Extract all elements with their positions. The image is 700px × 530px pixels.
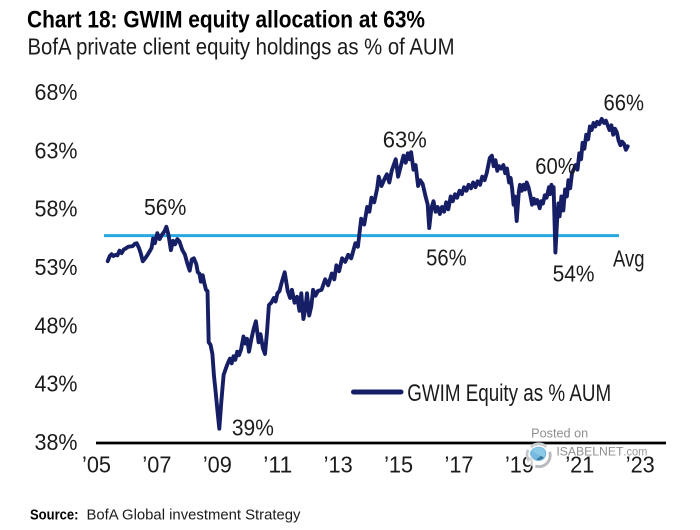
- svg-text:43%: 43%: [35, 371, 78, 397]
- svg-text:’21: ’21: [565, 452, 594, 478]
- svg-text:’05: ’05: [82, 452, 111, 478]
- svg-text:Posted on: Posted on: [531, 426, 588, 440]
- svg-text:56%: 56%: [144, 194, 187, 220]
- svg-text:Chart 18: GWIM equity allocati: Chart 18: GWIM equity allocation at 63%: [27, 7, 425, 34]
- svg-text:54%: 54%: [553, 261, 595, 287]
- svg-text:’13: ’13: [324, 452, 353, 478]
- svg-text:GWIM Equity as % AUM: GWIM Equity as % AUM: [407, 380, 611, 407]
- svg-text:’23: ’23: [626, 452, 655, 478]
- svg-text:38%: 38%: [35, 429, 78, 455]
- svg-text:.com: .com: [623, 447, 647, 459]
- svg-text:ISABELNET: ISABELNET: [556, 445, 623, 459]
- svg-text:’17: ’17: [445, 452, 474, 478]
- svg-text:Avg: Avg: [613, 246, 645, 272]
- svg-text:39%: 39%: [232, 414, 274, 440]
- svg-text:BofA private client equity hol: BofA private client equity holdings as %…: [28, 34, 455, 60]
- svg-text:’15: ’15: [384, 452, 413, 478]
- svg-text:66%: 66%: [604, 89, 645, 115]
- svg-text:68%: 68%: [35, 79, 78, 105]
- svg-text:BofA Global investment Strateg: BofA Global investment Strategy: [87, 507, 301, 524]
- svg-text:’09: ’09: [203, 452, 232, 478]
- svg-text:58%: 58%: [35, 196, 78, 222]
- svg-text:53%: 53%: [35, 254, 78, 280]
- svg-text:56%: 56%: [426, 244, 467, 270]
- svg-text:63%: 63%: [35, 137, 78, 163]
- svg-text:60%: 60%: [535, 153, 576, 179]
- svg-text:’07: ’07: [142, 452, 171, 478]
- svg-text:Source:: Source:: [30, 507, 79, 524]
- svg-text:’11: ’11: [263, 452, 292, 478]
- svg-text:63%: 63%: [383, 126, 427, 152]
- svg-text:48%: 48%: [35, 312, 78, 338]
